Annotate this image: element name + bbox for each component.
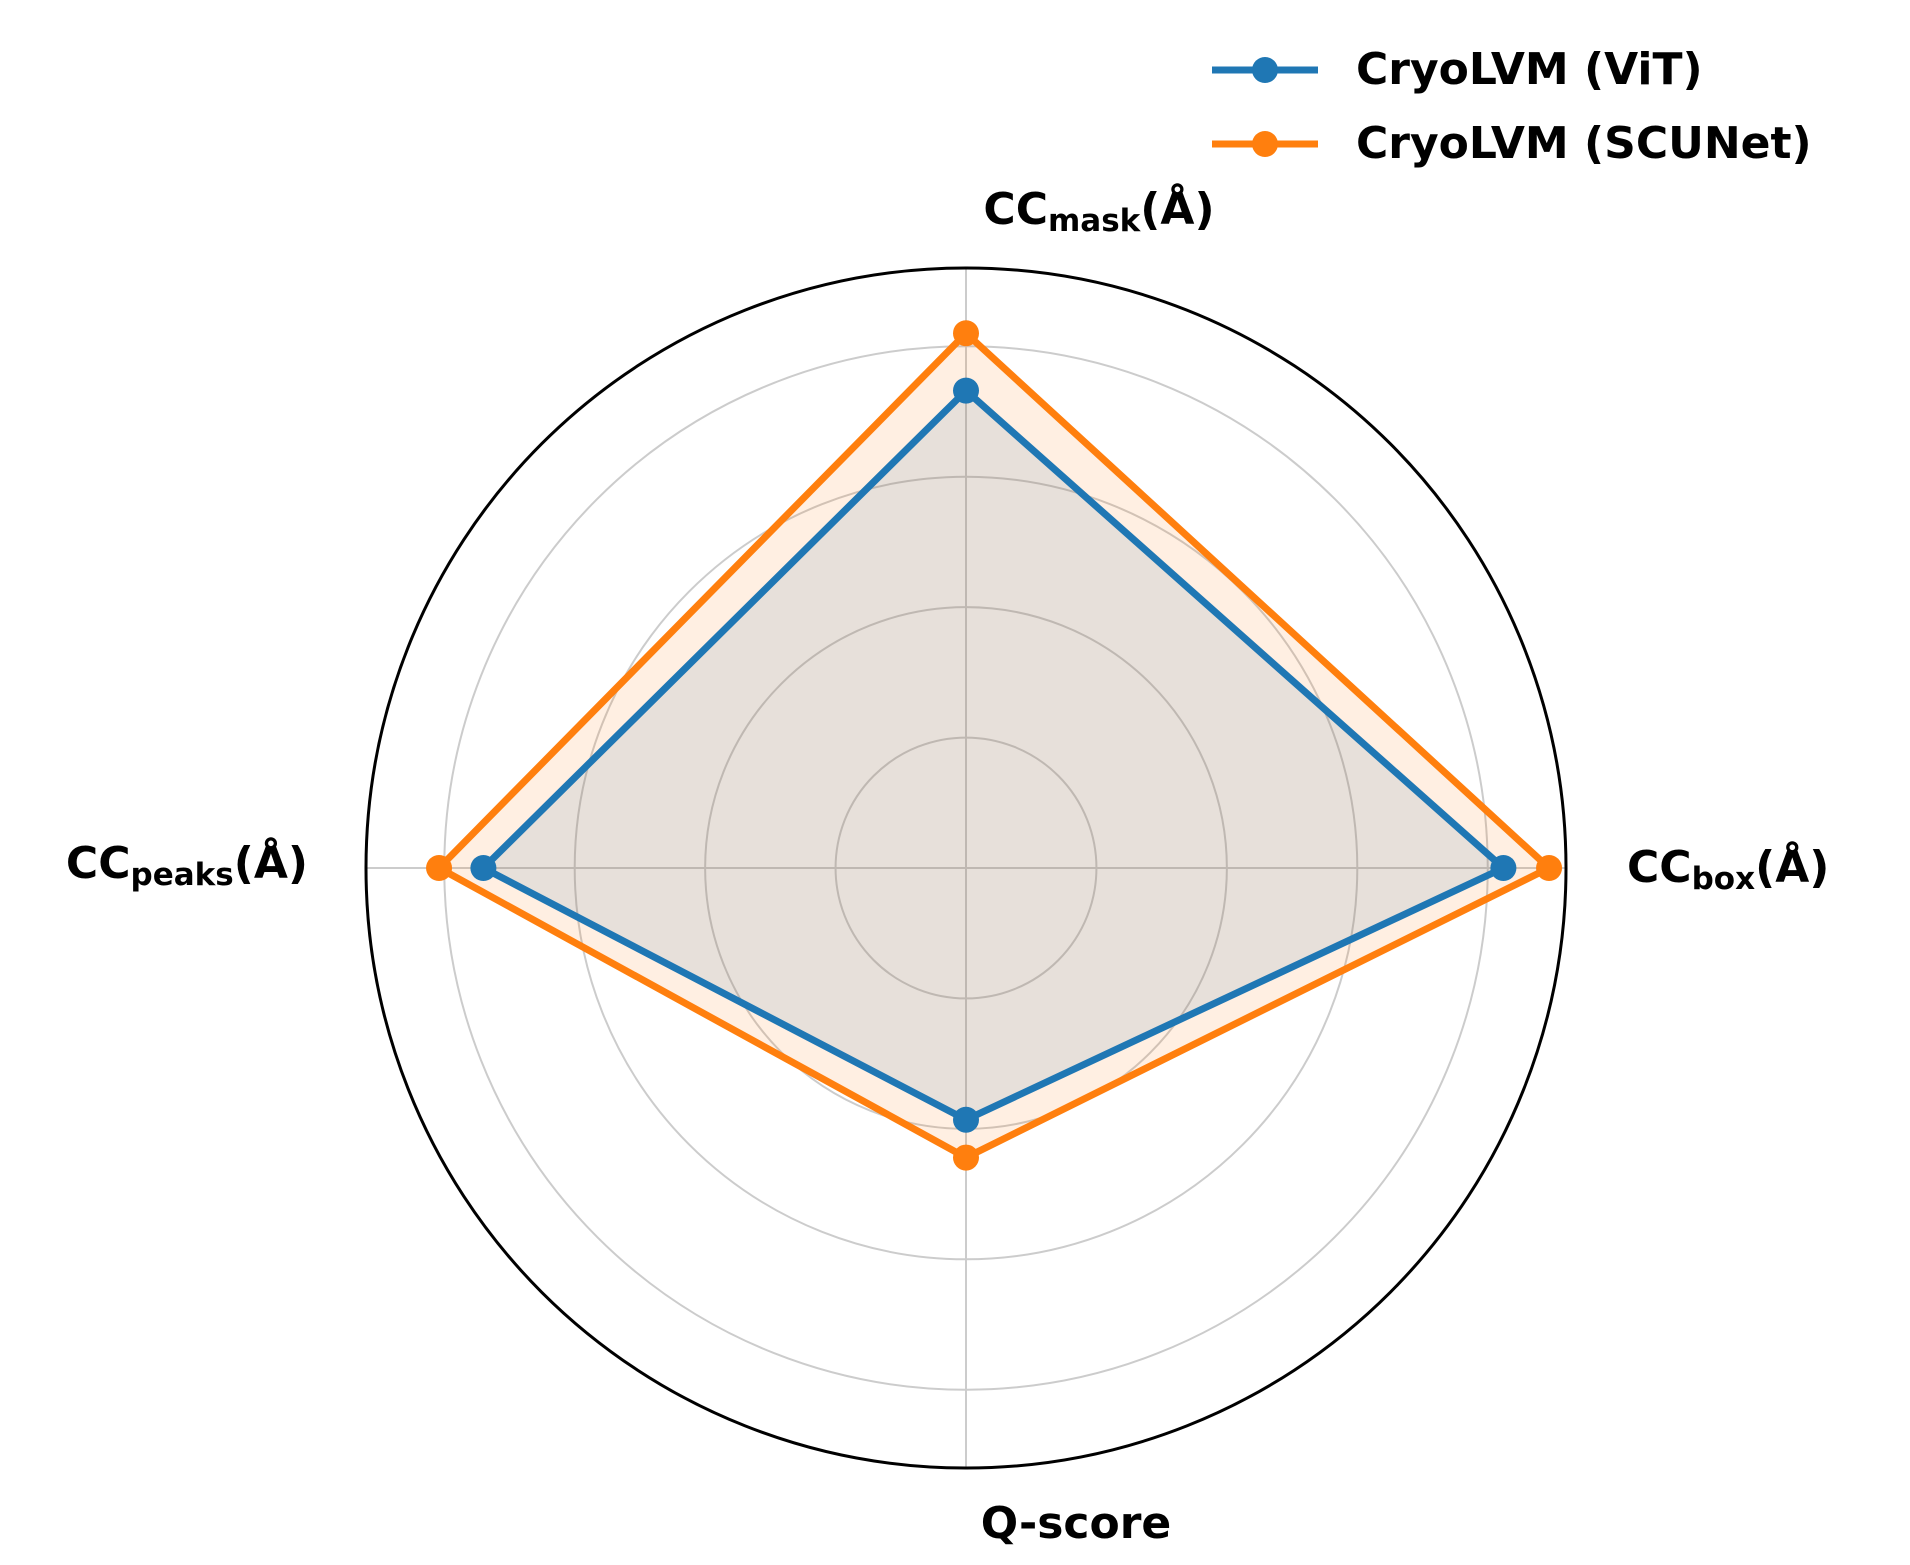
- label-main: CC: [1627, 842, 1692, 893]
- series-marker: [426, 855, 453, 881]
- series-marker: [953, 1106, 979, 1133]
- series-marker: [953, 377, 979, 404]
- series-marker: [1536, 855, 1563, 881]
- legend-marker: [1252, 57, 1278, 83]
- outer-frame: [364, 266, 1568, 1470]
- series-marker: [953, 320, 979, 347]
- series-area: [483, 390, 1504, 1120]
- series-marker: [470, 855, 497, 881]
- label-sub: peaks: [131, 857, 234, 893]
- label-sub: mask: [1048, 203, 1142, 239]
- label-main: Q-score: [981, 1498, 1172, 1549]
- series-marker: [953, 1144, 979, 1171]
- legend-marker: [1252, 131, 1278, 157]
- label-suffix: (Å): [234, 836, 308, 889]
- legend-label: CryoLVM (SCUNet): [1356, 118, 1812, 169]
- series-area: [439, 333, 1550, 1158]
- label-suffix: (Å): [1755, 840, 1829, 893]
- label-suffix: (Å): [1140, 182, 1214, 235]
- axis-label: CCbox(Å): [1627, 840, 1829, 897]
- series-marker: [1490, 855, 1517, 881]
- label-main: CC: [983, 184, 1048, 235]
- axis-label: Q-score: [981, 1498, 1172, 1549]
- legend-label: CryoLVM (ViT): [1356, 44, 1703, 95]
- label-main: CC: [66, 838, 131, 889]
- axis-label: CCmask(Å): [983, 182, 1214, 239]
- axis-label: CCpeaks(Å): [66, 836, 308, 893]
- label-sub: box: [1692, 861, 1755, 897]
